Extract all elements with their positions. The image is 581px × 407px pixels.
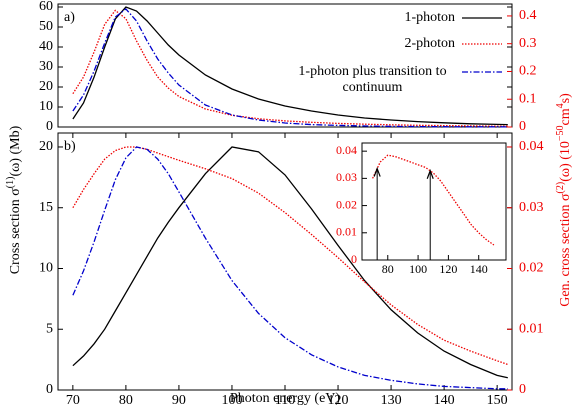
series-line xyxy=(72,9,508,127)
x-tick-label: 140 xyxy=(434,393,455,407)
y-tick-label: 5 xyxy=(46,321,53,336)
x-axis-label: Photon energy (eV) xyxy=(230,391,340,406)
label-part: 4 xyxy=(555,103,566,108)
y-tick-label: 10 xyxy=(39,261,53,276)
y-axis-label: Cross section σ(1)(ω) (Mb) xyxy=(5,125,23,274)
y2-tick-label: 0.01 xyxy=(519,321,544,336)
panel-label: a) xyxy=(64,10,75,25)
y2-tick-label: 0.03 xyxy=(519,200,544,215)
y-tick-label: 0 xyxy=(46,119,53,134)
arrow-head xyxy=(426,169,434,179)
panel-label: b) xyxy=(64,139,76,154)
label-part: (ω) (Mb) xyxy=(8,125,23,176)
label-part: cm xyxy=(558,108,573,125)
series-line xyxy=(72,146,508,390)
label-part: Cross section σ xyxy=(8,188,23,275)
y-tick-label: 20 xyxy=(39,139,53,154)
label-part: (2) xyxy=(555,182,566,194)
y2-tick-label: 0.2 xyxy=(519,64,537,79)
x-tick-label: 100 xyxy=(409,262,427,276)
y2-tick-label: 0 xyxy=(519,119,526,134)
y-tick-label: 60 xyxy=(39,0,53,14)
x-tick-label: 80 xyxy=(382,262,394,276)
y-tick-label: 0.01 xyxy=(336,225,357,239)
x-tick-label: 100 xyxy=(221,393,242,407)
y2-tick-label: 0.4 xyxy=(519,8,537,23)
y-tick-label: 50 xyxy=(39,19,53,34)
y-tick-label: 0.04 xyxy=(336,143,357,157)
y2-tick-label: 0.3 xyxy=(519,36,537,51)
y-tick-label: 40 xyxy=(39,39,53,54)
x-tick-label: 70 xyxy=(66,393,80,407)
label-part: s) xyxy=(558,93,573,103)
arrow-head xyxy=(373,166,381,177)
y2-tick-label: 0 xyxy=(519,382,526,397)
label-part: −50 xyxy=(555,125,566,141)
y-tick-label: 0 xyxy=(46,382,53,397)
x-tick-label: 90 xyxy=(172,393,186,407)
y-tick-label: 0 xyxy=(351,252,357,266)
series-line xyxy=(72,6,508,126)
label-part: (1) xyxy=(5,177,16,189)
series-line xyxy=(72,146,508,379)
legend-label: 2-photon xyxy=(404,36,455,51)
x-tick-label: 120 xyxy=(439,262,457,276)
y-tick-label: 15 xyxy=(39,200,53,215)
label-part: Gen. cross section σ xyxy=(558,193,573,307)
y-tick-label: 0.03 xyxy=(336,170,357,184)
x-tick-label: 80 xyxy=(119,393,133,407)
series-line xyxy=(72,8,508,128)
plot-frame xyxy=(361,142,507,261)
y2-tick-label: 0.04 xyxy=(519,139,544,154)
x-tick-label: 130 xyxy=(381,393,402,407)
y2-tick-label: 0.02 xyxy=(519,261,544,276)
x-tick-label: 110 xyxy=(275,393,295,407)
x-tick-label: 150 xyxy=(487,393,508,407)
y-tick-label: 0.02 xyxy=(336,197,357,211)
series-line xyxy=(372,154,495,246)
plot-frame xyxy=(57,3,513,128)
y-tick-label: 20 xyxy=(39,79,53,94)
y-tick-label: 10 xyxy=(39,99,53,114)
x-tick-label: 120 xyxy=(328,393,349,407)
label-part: (ω) (10 xyxy=(558,141,573,182)
legend-label: 1-photon plus transition to continuum xyxy=(298,64,447,95)
y2-axis-label: Gen. cross section σ(2)(ω) (10−50cm4s) xyxy=(555,93,573,307)
y2-tick-label: 0.1 xyxy=(519,91,537,106)
x-tick-label: 140 xyxy=(470,262,488,276)
legend-label: 1-photon xyxy=(404,10,455,25)
y-tick-label: 30 xyxy=(39,59,53,74)
series-line xyxy=(72,146,509,366)
